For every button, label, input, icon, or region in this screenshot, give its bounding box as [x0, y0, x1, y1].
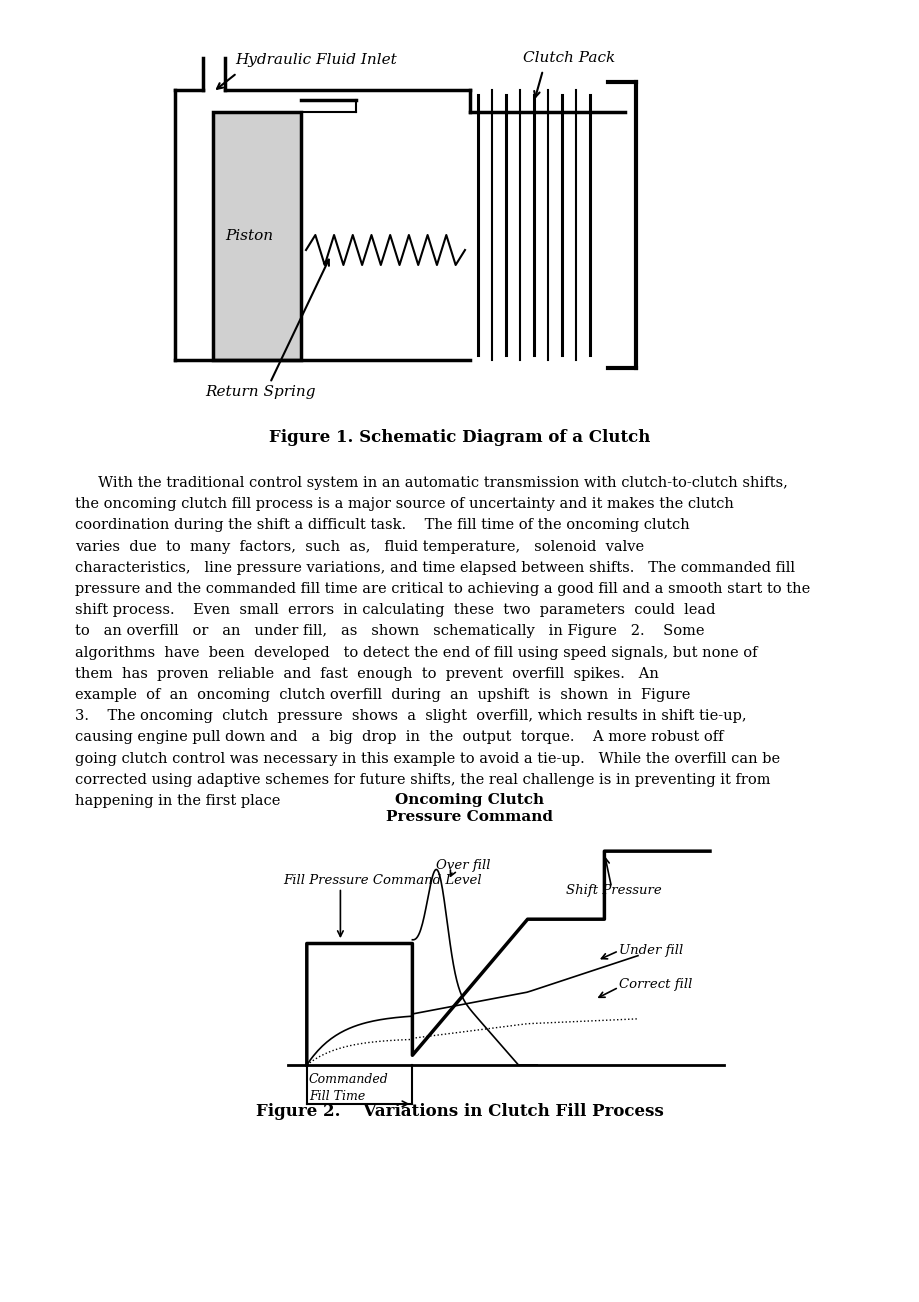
Text: Commanded: Commanded — [309, 1073, 388, 1086]
Text: Under fill: Under fill — [618, 944, 682, 957]
Text: Return Spring: Return Spring — [205, 385, 315, 398]
Text: Over fill: Over fill — [436, 859, 491, 872]
Text: going clutch control was necessary in this example to avoid a tie-up.   While th: going clutch control was necessary in th… — [75, 751, 779, 766]
Text: shift process.    Even  small  errors  in calculating  these  two  parameters  c: shift process. Even small errors in calc… — [75, 603, 715, 617]
Text: Oncoming Clutch: Oncoming Clutch — [395, 793, 544, 807]
Text: happening in the first place: happening in the first place — [75, 794, 280, 809]
Text: Hydraulic Fluid Inlet: Hydraulic Fluid Inlet — [234, 53, 396, 66]
Text: pressure and the commanded fill time are critical to achieving a good fill and a: pressure and the commanded fill time are… — [75, 582, 810, 596]
Text: Figure 2.    Variations in Clutch Fill Process: Figure 2. Variations in Clutch Fill Proc… — [255, 1104, 664, 1121]
Text: Fill Pressure Command Level: Fill Pressure Command Level — [282, 874, 481, 887]
Text: With the traditional control system in an automatic transmission with clutch-to-: With the traditional control system in a… — [75, 477, 787, 490]
Text: characteristics,   line pressure variations, and time elapsed between shifts.   : characteristics, line pressure variation… — [75, 561, 794, 574]
Text: algorithms  have  been  developed   to detect the end of fill using speed signal: algorithms have been developed to detect… — [75, 646, 756, 660]
Polygon shape — [213, 112, 301, 359]
Text: Correct fill: Correct fill — [618, 978, 691, 991]
Text: the oncoming clutch fill process is a major source of uncertainty and it makes t: the oncoming clutch fill process is a ma… — [75, 497, 733, 512]
Text: Clutch Pack: Clutch Pack — [522, 51, 615, 65]
Text: Pressure Command: Pressure Command — [386, 810, 553, 824]
Text: Shift Pressure: Shift Pressure — [565, 884, 661, 897]
Text: them  has  proven  reliable  and  fast  enough  to  prevent  overfill  spikes.  : them has proven reliable and fast enough… — [75, 667, 658, 681]
Text: to   an overfill   or   an   under fill,   as   shown   schematically   in Figur: to an overfill or an under fill, as show… — [75, 625, 704, 638]
Text: example  of  an  oncoming  clutch overfill  during  an  upshift  is  shown  in  : example of an oncoming clutch overfill d… — [75, 687, 689, 702]
Text: causing engine pull down and   a  big  drop  in  the  output  torque.    A more : causing engine pull down and a big drop … — [75, 730, 722, 745]
Text: Figure 1. Schematic Diagram of a Clutch: Figure 1. Schematic Diagram of a Clutch — [269, 430, 650, 447]
Text: coordination during the shift a difficult task.    The fill time of the oncoming: coordination during the shift a difficul… — [75, 518, 689, 533]
Text: Piston: Piston — [224, 229, 273, 243]
Text: 3.    The oncoming  clutch  pressure  shows  a  slight  overfill, which results : 3. The oncoming clutch pressure shows a … — [75, 710, 746, 723]
Text: Fill Time: Fill Time — [309, 1090, 365, 1103]
Text: corrected using adaptive schemes for future shifts, the real challenge is in pre: corrected using adaptive schemes for fut… — [75, 773, 770, 786]
Text: varies  due  to  many  factors,  such  as,   fluid temperature,   solenoid  valv: varies due to many factors, such as, flu… — [75, 539, 643, 553]
